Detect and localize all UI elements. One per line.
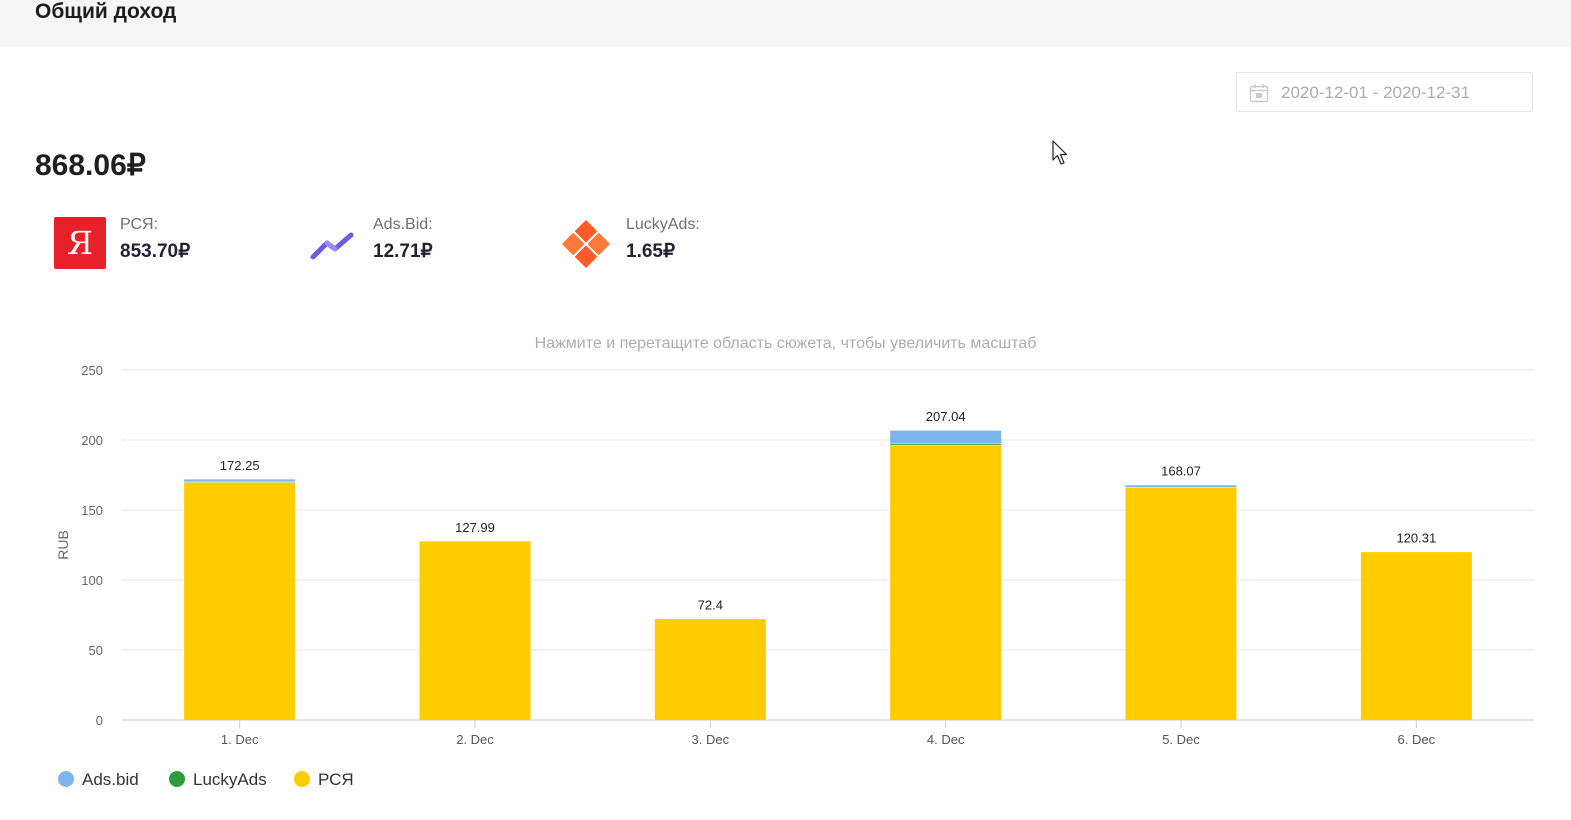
legend-label: РСЯ [318, 770, 354, 789]
date-range-value: 2020-12-01 - 2020-12-31 [1281, 83, 1471, 102]
yandex-logo: Я [54, 217, 106, 269]
data-label: 72.4 [698, 598, 723, 613]
zoom-hint: Нажмите и перетащите область сюжета, что… [534, 335, 1037, 352]
source-amount: 853.70₽ [120, 241, 191, 262]
page-title: Общий доход [35, 0, 177, 23]
source-name: LuckyAds: [626, 216, 700, 233]
total-revenue: 868.06₽ [35, 149, 146, 182]
data-label: 172.25 [220, 458, 260, 473]
legend-dot-ads-bid [58, 771, 74, 787]
source-name: Ads.Bid: [373, 216, 433, 233]
bar-segment [890, 443, 1002, 445]
y-tick-label: 200 [81, 433, 103, 448]
bar-segment [1125, 487, 1237, 720]
bar-segment [419, 540, 531, 720]
x-tick-label: 6. Dec [1398, 732, 1436, 747]
source-amount: 12.71₽ [373, 241, 433, 262]
legend-item-luckyads[interactable]: LuckyAds [169, 770, 267, 790]
y-axis-label: RUB [55, 530, 71, 560]
data-label: 207.04 [926, 409, 966, 424]
x-tick-label: 4. Dec [927, 732, 965, 747]
legend-dot-rsya [294, 771, 310, 787]
calendar-icon [1249, 84, 1269, 103]
luckyads-logo [561, 219, 611, 269]
bar-segment [890, 444, 1002, 720]
bar-segment [1360, 551, 1472, 720]
legend-label: LuckyAds [193, 770, 267, 789]
legend-dot-luckyads [169, 771, 185, 787]
bar-segment [184, 482, 296, 720]
data-label: 168.07 [1161, 464, 1201, 479]
source-name: РСЯ: [120, 216, 159, 233]
y-tick-label: 0 [96, 713, 103, 728]
bar-segment [654, 618, 766, 720]
source-amount: 1.65₽ [626, 241, 676, 262]
legend-label: Ads.bid [82, 770, 139, 789]
legend-item-rsya[interactable]: РСЯ [294, 770, 354, 790]
adsbid-logo [310, 232, 354, 260]
page-header: Общий доход [0, 0, 1571, 47]
date-range-picker[interactable]: 2020-12-01 - 2020-12-31 [1236, 72, 1533, 112]
y-tick-label: 250 [81, 363, 103, 378]
y-tick-label: 150 [81, 503, 103, 518]
x-tick-label: 2. Dec [456, 732, 494, 747]
bar-segment [184, 478, 296, 482]
x-tick-label: 3. Dec [692, 732, 730, 747]
mouse-cursor-icon [1052, 140, 1068, 165]
bar-segment [1125, 484, 1237, 488]
y-tick-label: 50 [89, 643, 103, 658]
y-tick-label: 100 [81, 573, 103, 588]
data-label: 120.31 [1396, 531, 1436, 546]
bar-segment [890, 430, 1002, 444]
x-tick-label: 5. Dec [1162, 732, 1200, 747]
legend-item-ads-bid[interactable]: Ads.bid [58, 770, 139, 790]
x-tick-label: 1. Dec [221, 732, 259, 747]
revenue-chart[interactable]: 0 50 100 150 200 250 RUB 1. Dec 172.25 2. Dec 127.… [0, 355, 1571, 765]
data-label: 127.99 [455, 520, 495, 535]
